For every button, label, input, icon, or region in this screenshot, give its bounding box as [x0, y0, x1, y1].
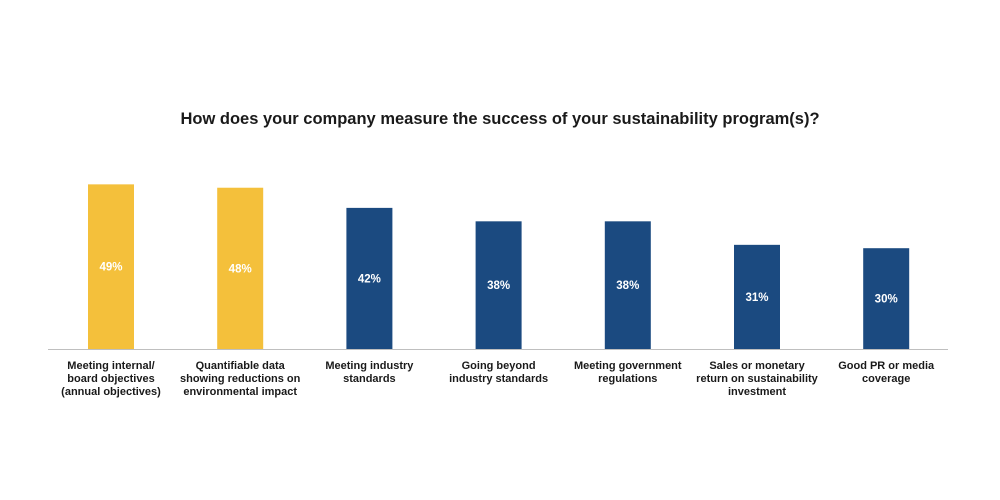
category-label-1: Meeting internal/ board objectives (annu…	[61, 360, 161, 398]
bar-1	[88, 184, 134, 349]
bar-5	[604, 221, 651, 349]
category-label-7: Good PR or media coverage	[838, 360, 935, 385]
bar-3	[346, 207, 393, 349]
category-label-6: Sales or monetary return on sustainabili…	[696, 360, 818, 398]
bar-value-label-1: 49%	[99, 262, 122, 274]
chart-title: How does your company measure the succes…	[180, 110, 820, 128]
bar-6	[734, 244, 780, 349]
bar-value-label-3: 42%	[358, 273, 381, 285]
category-label-5: Meeting government regulations	[574, 360, 682, 385]
bar-4	[475, 221, 522, 349]
bar-2	[217, 187, 264, 349]
category-label-2: Quantifiable data showing reductions on …	[179, 360, 301, 398]
bar-value-label-4: 38%	[487, 280, 510, 292]
bar-value-label-7: 30%	[875, 294, 898, 306]
category-label-4: Going beyond industry standards	[449, 360, 549, 385]
category-label-3: Meeting industry standards	[325, 360, 414, 385]
bar-7	[863, 248, 910, 349]
bar-value-label-5: 38%	[616, 280, 639, 292]
bar-value-label-2: 48%	[229, 263, 252, 275]
bar-value-label-6: 31%	[745, 292, 768, 304]
